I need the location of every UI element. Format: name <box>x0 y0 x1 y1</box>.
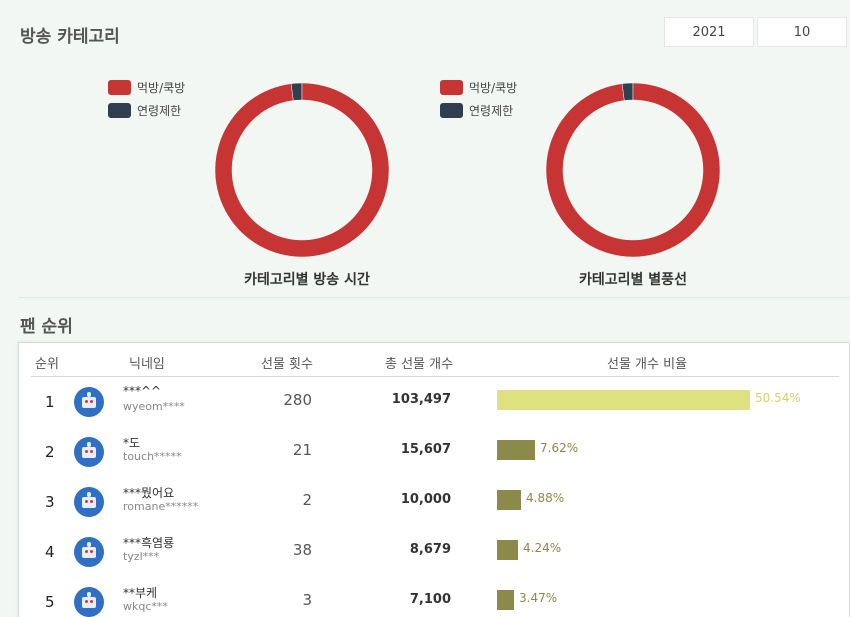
nickname: **부케 <box>123 586 158 600</box>
total-gifts: 7,100 <box>409 592 451 607</box>
header-divider <box>31 376 839 377</box>
ratio-bar <box>497 490 521 510</box>
user-id: tyzl*** <box>123 550 160 563</box>
user-id: romane****** <box>123 500 199 513</box>
legend-label: 먹방/쿡방 <box>469 81 518 95</box>
table-row[interactable]: 3 ***뭤어요 romane****** 2 10,000 4.88% <box>19 478 849 528</box>
col-gift-count: 선물 횟수 <box>261 357 313 372</box>
chart-title-star-balloon: 카테고리별 별풍선 <box>579 272 687 288</box>
rank-number: 2 <box>45 443 55 461</box>
donut-slice-mukbang[interactable] <box>545 82 721 258</box>
table-header: 순위 닉네임 선물 횟수 총 선물 개수 선물 개수 비율 <box>19 343 849 377</box>
ratio-percent: 4.88% <box>526 491 565 505</box>
col-rank: 순위 <box>35 357 59 372</box>
total-gifts: 8,679 <box>409 542 451 557</box>
nickname: *도 <box>123 436 141 450</box>
table-row[interactable]: 2 *도 touch***** 21 15,607 7.62% <box>19 428 849 478</box>
ratio-bar <box>497 590 514 610</box>
legend-star-balloon: 먹방/쿡방 연령제한 <box>440 76 517 122</box>
legend-swatch-mukbang <box>440 80 463 95</box>
legend-label: 먹방/쿡방 <box>137 81 186 95</box>
legend-broadcast-time: 먹방/쿡방 연령제한 <box>108 76 185 122</box>
nickname: ***^^ <box>123 384 162 398</box>
gift-count: 2 <box>302 491 312 509</box>
month-select[interactable]: 10 <box>757 17 847 47</box>
rank-number: 3 <box>45 493 55 511</box>
chart-title-broadcast-time: 카테고리별 방송 시간 <box>244 272 370 288</box>
fan-ranking-table: 순위 닉네임 선물 횟수 총 선물 개수 선물 개수 비율 1 ***^^ wyeo… <box>18 342 850 617</box>
legend-item-mukbang[interactable]: 먹방/쿡방 <box>108 76 185 99</box>
gift-count: 38 <box>292 541 312 559</box>
avatar-icon <box>74 587 104 617</box>
avatar-icon <box>74 487 104 517</box>
ratio-bar <box>497 390 750 410</box>
ratio-percent: 4.24% <box>523 541 562 555</box>
ratio-percent: 3.47% <box>519 591 558 605</box>
ratio-bar <box>497 540 518 560</box>
gift-count: 280 <box>283 391 312 409</box>
legend-swatch-age-restricted <box>108 103 131 118</box>
legend-item-age-restricted[interactable]: 연령제한 <box>440 99 517 122</box>
ratio-bar <box>497 440 535 460</box>
total-gifts: 103,497 <box>391 392 451 407</box>
rank-number: 5 <box>45 593 55 611</box>
donut-slice-mukbang[interactable] <box>214 82 390 258</box>
table-row[interactable]: 4 ***흑염룡 tyzl*** 38 8,679 4.24% <box>19 528 849 578</box>
ratio-percent: 50.54% <box>755 391 801 405</box>
total-gifts: 10,000 <box>400 492 451 507</box>
legend-item-mukbang[interactable]: 먹방/쿡방 <box>440 76 517 99</box>
page-title: 방송 카테고리 <box>20 27 120 47</box>
donut-chart-star-balloon <box>545 82 721 258</box>
section-title-fan-ranking: 팬 순위 <box>20 317 73 337</box>
col-ratio: 선물 개수 비율 <box>607 357 688 372</box>
legend-item-age-restricted[interactable]: 연령제한 <box>108 99 185 122</box>
donut-chart-broadcast-time <box>214 82 390 258</box>
year-select[interactable]: 2021 <box>664 17 754 47</box>
legend-label: 연령제한 <box>469 104 514 118</box>
section-divider <box>18 297 850 298</box>
avatar-icon <box>74 437 104 467</box>
avatar-icon <box>74 537 104 567</box>
gift-count: 21 <box>292 441 312 459</box>
col-total-gifts: 총 선물 개수 <box>385 357 454 372</box>
rank-number: 1 <box>45 393 55 411</box>
gift-count: 3 <box>302 591 312 609</box>
rank-number: 4 <box>45 543 55 561</box>
nickname: ***뭤어요 <box>123 486 175 500</box>
table-row[interactable]: 5 **부케 wkqc*** 3 7,100 3.47% <box>19 578 849 617</box>
legend-label: 연령제한 <box>137 104 182 118</box>
user-id: wyeom**** <box>123 400 185 413</box>
legend-swatch-age-restricted <box>440 103 463 118</box>
table-row[interactable]: 1 ***^^ wyeom**** 280 103,497 50.54% <box>19 378 849 428</box>
user-id: wkqc*** <box>123 600 168 613</box>
nickname: ***흑염룡 <box>123 536 175 550</box>
user-id: touch***** <box>123 450 182 463</box>
ratio-percent: 7.62% <box>540 441 579 455</box>
legend-swatch-mukbang <box>108 80 131 95</box>
total-gifts: 15,607 <box>400 442 451 457</box>
avatar-icon <box>74 387 104 417</box>
col-nickname: 닉네임 <box>129 357 165 372</box>
